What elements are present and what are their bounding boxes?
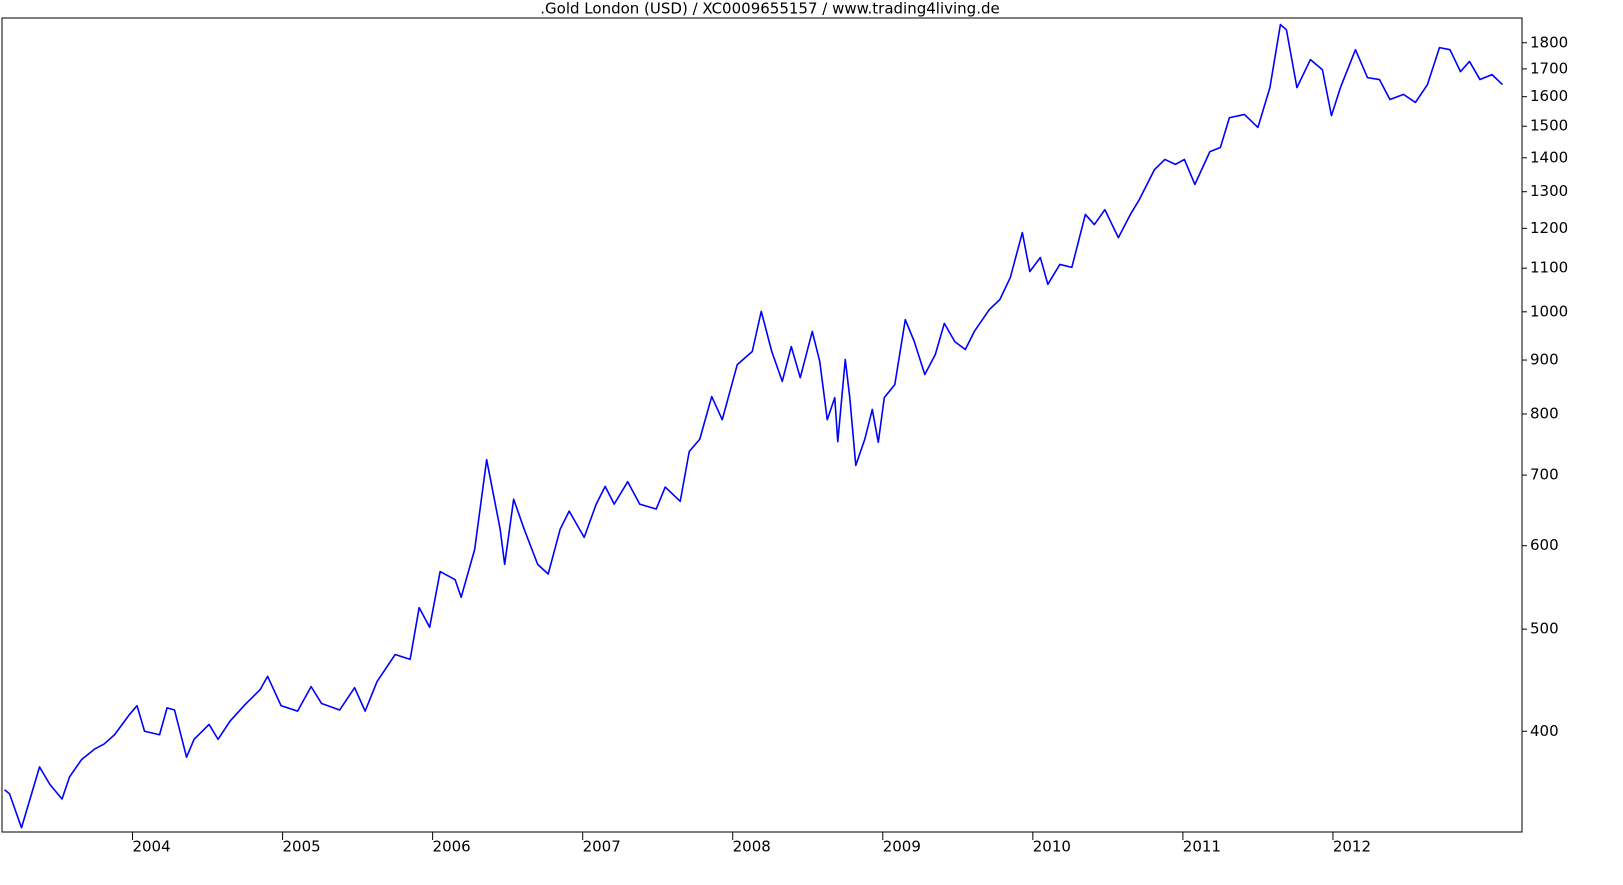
y-tick-label: 1300 bbox=[1530, 182, 1568, 200]
y-tick-label: 700 bbox=[1530, 466, 1559, 484]
x-tick-label: 2005 bbox=[282, 838, 320, 856]
x-tick-label: 2011 bbox=[1183, 838, 1221, 856]
price-line bbox=[4, 23, 1504, 829]
y-tick-label: 1500 bbox=[1530, 117, 1568, 135]
x-tick-label: 2004 bbox=[132, 838, 170, 856]
x-tick-label: 2012 bbox=[1333, 838, 1371, 856]
y-tick-label: 1600 bbox=[1530, 87, 1568, 105]
plot-frame bbox=[1, 17, 1523, 833]
x-tick-label: 2007 bbox=[583, 838, 621, 856]
y-tick-label: 1800 bbox=[1530, 33, 1568, 51]
y-tick-label: 1700 bbox=[1530, 59, 1568, 77]
y-tick-label: 600 bbox=[1530, 536, 1559, 554]
y-tick-label: 1200 bbox=[1530, 219, 1568, 237]
chart-title: .Gold London (USD) / XC0009655157 / www.… bbox=[540, 0, 999, 18]
x-tick-label: 2010 bbox=[1033, 838, 1071, 856]
y-tick-label: 900 bbox=[1530, 351, 1559, 369]
y-tick-label: 1400 bbox=[1530, 148, 1568, 166]
x-tick-label: 2009 bbox=[883, 838, 921, 856]
y-tick-label: 1000 bbox=[1530, 302, 1568, 320]
x-tick-label: 2008 bbox=[733, 838, 771, 856]
x-tick-label: 2006 bbox=[433, 838, 471, 856]
y-tick-label: 1100 bbox=[1530, 259, 1568, 277]
y-tick-label: 400 bbox=[1530, 722, 1559, 740]
y-tick-label: 800 bbox=[1530, 404, 1559, 422]
y-tick-label: 500 bbox=[1530, 620, 1559, 638]
